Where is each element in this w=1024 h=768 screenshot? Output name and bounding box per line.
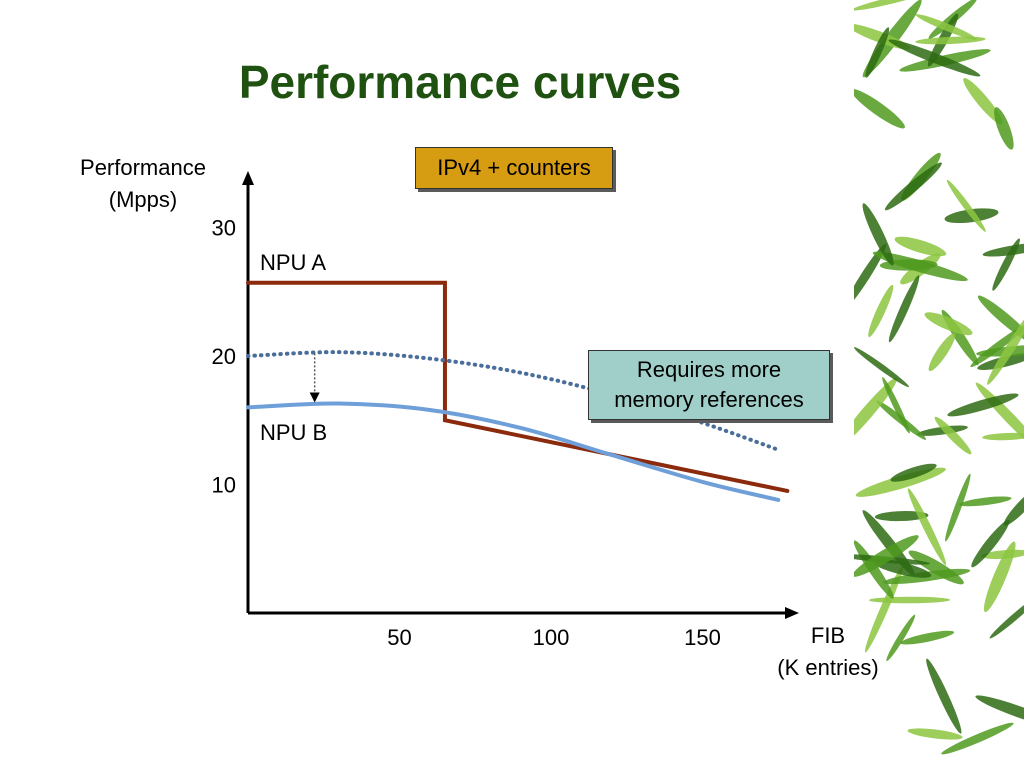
x-axis-label-line2: (K entries) bbox=[777, 655, 878, 680]
chart-axes: 10 20 30 50 100 150 bbox=[212, 171, 799, 650]
memory-references-callout: Requires more memory references bbox=[588, 350, 830, 420]
y-axis-label-line2: (Mpps) bbox=[109, 187, 177, 212]
bamboo-leaf bbox=[924, 312, 973, 336]
bamboo-leaf bbox=[915, 14, 978, 40]
bamboo-leaf bbox=[994, 107, 1014, 150]
bamboo-leaf bbox=[982, 432, 1024, 441]
series-label-npu-a: NPU A bbox=[260, 250, 326, 275]
slide-title: Performance curves bbox=[238, 56, 682, 108]
bamboo-leaf bbox=[872, 251, 968, 282]
bamboo-leaf bbox=[871, 558, 932, 578]
bamboo-leaf bbox=[975, 382, 1024, 455]
bamboo-leaf bbox=[945, 473, 971, 542]
x-tick-label: 100 bbox=[533, 625, 570, 650]
bamboo-leaf bbox=[907, 728, 963, 740]
bamboo-leaf bbox=[894, 236, 947, 257]
bamboo-leaf bbox=[865, 27, 890, 78]
bamboo-leaf bbox=[854, 347, 909, 388]
bamboo-leaf bbox=[983, 541, 1016, 613]
bamboo-leaf bbox=[959, 496, 1012, 507]
bamboo-leaf bbox=[868, 284, 894, 338]
y-axis-arrowhead bbox=[242, 171, 254, 185]
bamboo-leaf bbox=[928, 333, 956, 372]
bamboo-leaf bbox=[970, 325, 1024, 368]
x-tick-label: 150 bbox=[684, 625, 721, 650]
bamboo-leaf bbox=[862, 203, 894, 266]
y-tick-label: 10 bbox=[212, 473, 236, 498]
series-line-dotted bbox=[246, 350, 781, 452]
bamboo-leaf bbox=[864, 565, 904, 653]
bamboo-leaf bbox=[888, 39, 981, 77]
y-tick-label: 20 bbox=[212, 344, 236, 369]
shift-arrow-head bbox=[309, 392, 320, 403]
bamboo-leaf bbox=[941, 722, 1014, 755]
bamboo-leaf bbox=[854, 377, 898, 448]
bamboo-leaf bbox=[975, 695, 1024, 729]
bamboo-leaf bbox=[882, 377, 910, 434]
bamboo-leaf bbox=[884, 162, 942, 211]
series-line-npu-b bbox=[246, 401, 781, 502]
bamboo-leaf bbox=[854, 243, 887, 309]
bamboo-leaf bbox=[934, 416, 972, 455]
x-axis-arrowhead bbox=[785, 607, 799, 619]
bamboo-decoration bbox=[854, 0, 1024, 755]
y-axis-label-line1: Performance bbox=[80, 155, 206, 180]
chart-labels: Performance (Mpps) FIB (K entries) NPU A… bbox=[80, 155, 879, 680]
bamboo-leaf bbox=[947, 393, 1019, 417]
bamboo-leaf bbox=[854, 88, 905, 129]
chart-series bbox=[246, 280, 790, 502]
memory-callout-line2: memory references bbox=[614, 387, 804, 412]
bamboo-leaf bbox=[886, 614, 916, 662]
bamboo-leaf bbox=[989, 594, 1024, 639]
bamboo-leaf bbox=[971, 519, 1010, 568]
bamboo-leaf bbox=[900, 630, 955, 645]
bamboo-leaf bbox=[976, 344, 1024, 357]
memory-callout-line1: Requires more bbox=[636, 357, 782, 382]
x-axis-label-line1: FIB bbox=[811, 623, 845, 648]
series-label-npu-b: NPU B bbox=[260, 420, 327, 445]
bamboo-leaf bbox=[888, 275, 920, 343]
bamboo-leaf bbox=[917, 425, 968, 436]
ipv4-counters-callout: IPv4 + counters bbox=[415, 147, 613, 189]
bamboo-leaf bbox=[963, 77, 1003, 125]
y-tick-label: 30 bbox=[212, 216, 236, 241]
bamboo-leaf bbox=[987, 306, 1024, 385]
bamboo-leaf bbox=[1003, 486, 1024, 526]
bamboo-leaf bbox=[868, 596, 951, 604]
bamboo-leaf bbox=[874, 511, 929, 522]
bamboo-leaf bbox=[992, 238, 1020, 291]
bamboo-leaf bbox=[946, 179, 986, 232]
bamboo-leaf bbox=[890, 463, 937, 482]
bamboo-leaf bbox=[915, 36, 986, 45]
bamboo-leaf bbox=[855, 467, 946, 497]
ipv4-callout-text: IPv4 + counters bbox=[437, 155, 591, 180]
bamboo-leaf bbox=[907, 488, 947, 566]
x-tick-label: 50 bbox=[387, 625, 411, 650]
bamboo-leaf bbox=[854, 0, 929, 11]
bamboo-leaf bbox=[854, 535, 919, 577]
bamboo-leaf bbox=[926, 658, 962, 734]
